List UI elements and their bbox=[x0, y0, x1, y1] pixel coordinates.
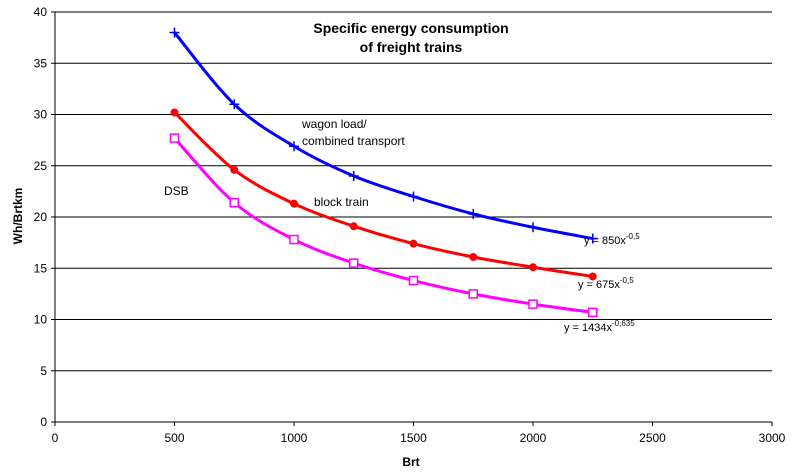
data-point-dsb-750 bbox=[229, 197, 239, 208]
annotation-wagon-load-line-2: combined transport bbox=[302, 134, 405, 148]
data-point-wagon-load-1250 bbox=[348, 171, 359, 181]
data-point-dsb-500 bbox=[169, 133, 180, 143]
equation-wagon-load: y = 850x-0,5 bbox=[584, 232, 640, 247]
equation-dsb-exponent: -0,635 bbox=[612, 319, 635, 328]
equation-dsb: y = 1434x-0,635 bbox=[564, 319, 635, 334]
data-point-block-train-500 bbox=[170, 108, 179, 117]
data-point-dsb-2250 bbox=[588, 307, 598, 318]
data-point-dsb-2000 bbox=[528, 299, 538, 309]
data-point-wagon-load-1000 bbox=[289, 141, 299, 152]
x-tick-label-1500: 1500 bbox=[400, 431, 427, 445]
data-point-block-train-1500 bbox=[409, 239, 418, 248]
chart-title-line-2: of freight trains bbox=[360, 39, 463, 55]
y-tick-label-20: 20 bbox=[34, 210, 48, 224]
series-wagon-load bbox=[169, 27, 598, 244]
annotation-block-train: block train bbox=[314, 195, 369, 209]
series-block-train bbox=[170, 108, 597, 281]
x-tick-label-500: 500 bbox=[164, 431, 184, 445]
y-tick-label-30: 30 bbox=[34, 108, 48, 122]
y-tick-label-5: 5 bbox=[40, 364, 47, 378]
equation-block-train-base: y = 675x bbox=[578, 279, 620, 291]
axes: 0 5 10 15 20 25 30 35 40 0 500 1000 1500 2000 2500 3000 bbox=[34, 5, 786, 445]
chart-title-line-1: Specific energy consumption bbox=[313, 20, 508, 36]
y-tick-label-0: 0 bbox=[40, 415, 47, 429]
data-point-dsb-1750 bbox=[468, 289, 478, 299]
x-tick-label-0: 0 bbox=[52, 431, 59, 445]
data-point-dsb-1000 bbox=[289, 234, 299, 245]
y-axis-label: Wh/Brtkm bbox=[11, 188, 25, 245]
data-point-block-train-1000 bbox=[290, 199, 298, 208]
series-group bbox=[169, 27, 598, 318]
data-point-dsb-1250 bbox=[349, 258, 359, 268]
y-tick-label-25: 25 bbox=[34, 159, 48, 173]
data-point-block-train-1250 bbox=[349, 222, 358, 231]
y-tick-label-40: 40 bbox=[34, 5, 48, 19]
y-tick-label-10: 10 bbox=[34, 313, 48, 327]
equation-wagon-load-exponent: -0,5 bbox=[626, 232, 640, 241]
data-point-block-train-2250 bbox=[588, 272, 597, 281]
annotation-dsb: DSB bbox=[164, 184, 189, 198]
x-tick-label-2500: 2500 bbox=[639, 431, 666, 445]
equation-block-train-exponent: -0,5 bbox=[620, 276, 634, 285]
grid-lines bbox=[55, 11, 772, 372]
data-point-block-train-1750 bbox=[469, 252, 478, 261]
data-point-wagon-load-1750 bbox=[468, 208, 479, 219]
equation-block-train: y = 675x-0,5 bbox=[578, 276, 634, 291]
data-point-wagon-load-2000 bbox=[528, 222, 538, 233]
x-axis-label: Brt bbox=[402, 455, 419, 469]
y-tick-label-15: 15 bbox=[34, 261, 48, 275]
data-point-wagon-load-750 bbox=[229, 99, 240, 110]
x-tick-label-2000: 2000 bbox=[520, 431, 547, 445]
equation-wagon-load-base: y = 850x bbox=[584, 235, 626, 247]
y-tick-label-35: 35 bbox=[34, 56, 48, 70]
x-tick-label-1000: 1000 bbox=[281, 431, 308, 445]
data-point-wagon-load-1500 bbox=[408, 191, 419, 202]
series-dsb bbox=[169, 133, 598, 318]
annotation-wagon-load-line-1: wagon load/ bbox=[301, 117, 367, 131]
data-point-wagon-load-500 bbox=[169, 27, 180, 38]
data-point-dsb-1500 bbox=[408, 275, 419, 286]
data-point-wagon-load-2250 bbox=[587, 233, 598, 244]
equation-dsb-base: y = 1434x bbox=[564, 322, 613, 334]
data-point-block-train-750 bbox=[230, 165, 239, 174]
x-tick-label-3000: 3000 bbox=[759, 431, 786, 445]
data-point-block-train-2000 bbox=[529, 263, 537, 272]
